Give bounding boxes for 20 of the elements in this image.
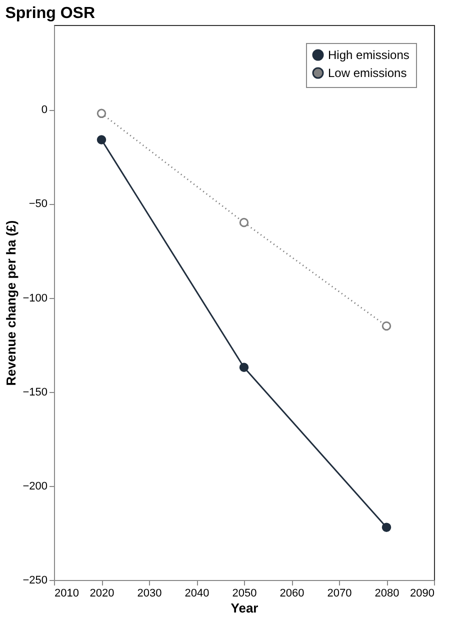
y-tick-label: −150 (22, 386, 48, 398)
legend-label: High emissions (328, 48, 410, 62)
x-tick-label: 2040 (184, 588, 210, 600)
legend-label: Low emissions (328, 66, 407, 80)
chart-title: Spring OSR (5, 5, 96, 22)
y-axis-title: Revenue change per ha (£) (4, 220, 19, 386)
y-tick-label: 0 (41, 104, 48, 116)
x-tick-label: 2090 (410, 588, 434, 600)
x-tick-label: 2050 (232, 588, 257, 600)
x-tick-label: 2070 (327, 588, 352, 600)
x-tick-label: 2010 (54, 588, 79, 600)
x-tick-label: 2030 (137, 588, 162, 600)
x-axis-title: Year (230, 600, 258, 616)
x-tick-label: 2060 (280, 588, 304, 600)
y-tick-label: −100 (22, 292, 48, 304)
x-tick-label: 2020 (90, 588, 114, 600)
y-tick-label: −50 (28, 198, 48, 210)
y-tick-label: −250 (22, 574, 48, 586)
y-tick-label: −200 (22, 480, 48, 492)
x-tick-label: 2080 (374, 588, 400, 600)
